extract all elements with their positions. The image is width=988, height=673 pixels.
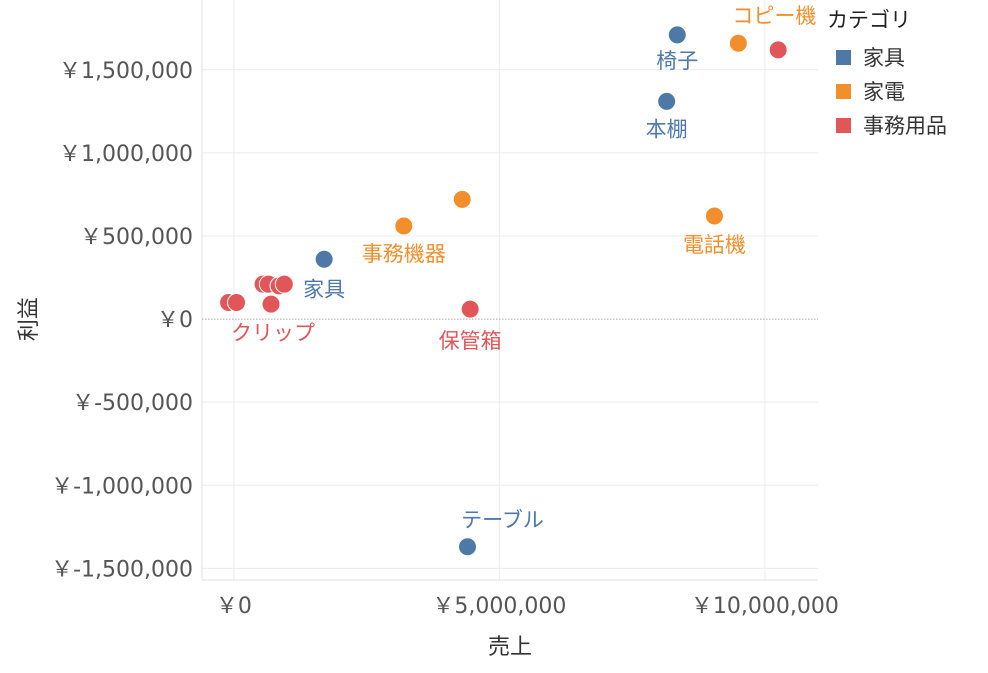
y-tick-label: ￥0 [157,308,193,333]
data-point[interactable] [458,537,478,557]
legend-swatch-furniture [836,49,851,65]
legend: カテゴリ 家具 家電 事務用品 [827,4,947,142]
x-tick-label: ￥10,000,000 [691,594,839,619]
point-label: 事務機器 [362,242,446,266]
x-tick-label: ￥5,000,000 [432,594,566,619]
legend-title: カテゴリ [827,8,911,32]
point-label: クリップ [231,321,315,345]
point-label: 家具 [303,277,345,301]
data-point[interactable] [261,294,281,314]
y-axis-title: 利益 [17,297,42,341]
y-tick-label: ￥1,500,000 [59,59,193,84]
x-tick-label: ￥0 [216,594,252,619]
legend-swatch-office-supplies [836,117,851,133]
data-points [219,25,788,557]
point-label: 本棚 [646,117,688,141]
point-label: 椅子 [656,49,698,73]
y-tick-label: ￥-1,000,000 [51,474,193,499]
legend-label-furniture: 家具 [863,46,905,70]
data-point[interactable] [667,25,687,45]
y-axis-ticks: ￥1,500,000 ￥1,000,000 ￥500,000 ￥0 ￥-500,000 ￥… [51,59,193,583]
y-tick-label: ￥1,000,000 [59,142,193,167]
y-tick-label: ￥500,000 [80,225,193,250]
data-point[interactable] [452,189,472,209]
y-tick-label: ￥-500,000 [72,391,193,416]
legend-label-appliances: 家電 [863,80,905,104]
legend-item-furniture[interactable]: 家具 [827,40,947,74]
point-label: テーブル [461,508,544,532]
data-point[interactable] [274,274,294,294]
data-point[interactable] [768,40,788,60]
legend-item-office-supplies[interactable]: 事務用品 [827,108,947,142]
data-point[interactable] [460,299,480,319]
grid-lines [201,0,818,581]
data-point[interactable] [394,216,414,236]
legend-label-office-supplies: 事務用品 [863,114,947,138]
point-label: 保管箱 [439,329,502,353]
data-point[interactable] [704,206,724,226]
data-point[interactable] [227,292,247,312]
point-label: コピー機 [732,4,816,28]
y-tick-label: ￥-1,500,000 [51,557,193,582]
data-point[interactable] [657,91,677,111]
point-label: 電話機 [683,233,746,257]
data-point[interactable] [314,249,334,269]
x-axis-title: 売上 [488,635,532,660]
x-axis-ticks: ￥0 ￥5,000,000 ￥10,000,000 [216,594,839,619]
data-point[interactable] [728,33,748,53]
legend-swatch-appliances [836,83,851,99]
legend-item-appliances[interactable]: 家電 [827,74,947,108]
